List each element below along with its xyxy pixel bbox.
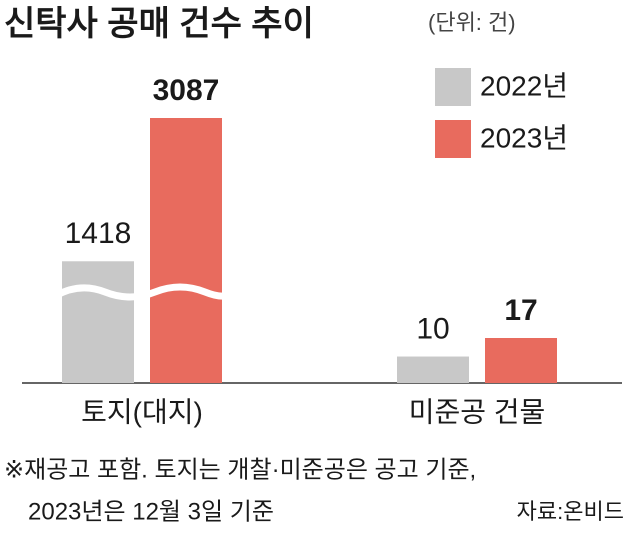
x-tick-label: 토지(대지) — [81, 396, 203, 427]
value-label: 1418 — [65, 217, 132, 250]
legend-label: 2023년 — [480, 122, 568, 153]
x-tick-label: 미준공 건물 — [409, 396, 546, 427]
bar — [150, 118, 222, 383]
bar — [62, 261, 134, 383]
source: 자료:온비드 — [517, 499, 624, 524]
axis-break — [53, 283, 239, 301]
bar — [485, 338, 557, 383]
value-label: 3087 — [153, 74, 220, 107]
unit-note: (단위: 건) — [428, 10, 516, 35]
legend-swatch — [435, 120, 471, 158]
footnote: 2023년은 12월 3일 기준 — [28, 498, 274, 525]
value-label: 17 — [504, 294, 537, 327]
bar — [397, 356, 469, 383]
value-label: 10 — [416, 312, 449, 345]
legend-label: 2022년 — [480, 70, 568, 101]
chart-title: 신탁사 공매 건수 추이 — [4, 5, 314, 43]
legend-swatch — [435, 68, 471, 106]
footnote: ※재공고 포함. 토지는 개찰·미준공은 공고 기준, — [4, 456, 476, 483]
